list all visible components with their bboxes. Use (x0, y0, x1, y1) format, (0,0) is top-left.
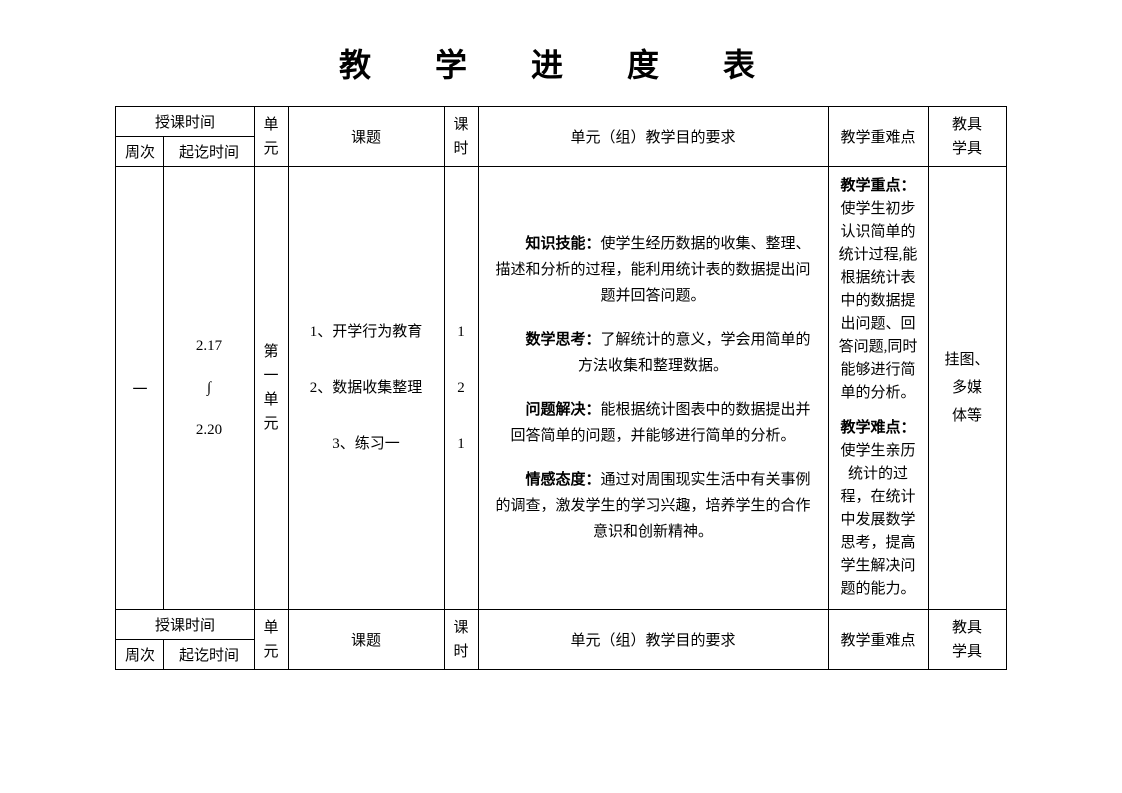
cell-hours: 1 2 1 (444, 167, 478, 610)
col-unit-label: 单元 (256, 113, 287, 161)
col-time-span: 授课时间 (116, 610, 254, 640)
page-title: 教 学 进 度 表 (0, 40, 1122, 86)
col-period: 起讫时间 (164, 137, 254, 167)
col-period: 起讫时间 (164, 640, 254, 670)
col-unit: 单元 (254, 107, 288, 167)
cell-week: 一 (116, 167, 164, 610)
hours-value: 2 (451, 360, 472, 416)
period-end: 2.20 (170, 415, 247, 445)
topic-name: 开学行为教育 (332, 324, 422, 340)
topic-item: 1、开学行为教育 (297, 304, 436, 360)
topic-idx: 1 (310, 324, 318, 340)
topic-name: 数据收集整理 (332, 380, 422, 396)
topic-idx: 2 (310, 380, 318, 396)
cell-difficulty: 教学重点： 使学生初步认识简单的统计过程,能根据统计表中的数据提出问题、回答问题,… (828, 167, 928, 610)
cell-topics: 1、开学行为教育 2、数据收集整理 3、练习一 (288, 167, 444, 610)
topic-name: 练习一 (355, 436, 400, 452)
period-start: 2.17 (170, 331, 247, 361)
goal-label: 问题解决： (525, 402, 600, 418)
col-week: 周次 (116, 137, 164, 167)
col-hours: 课时 (444, 107, 478, 167)
col-topic: 课题 (288, 107, 444, 167)
diff-label: 教学重点： (835, 175, 922, 198)
cell-unit: 第一单元 (254, 167, 288, 610)
col-week: 周次 (116, 640, 164, 670)
col-goals: 单元（组）教学目的要求 (478, 107, 828, 167)
table-header-row: 授课时间 单元 课题 课时 单元（组）教学目的要求 教学重难点 教具学具 (116, 610, 1006, 640)
col-unit: 单元 (254, 610, 288, 670)
col-difficulty: 教学重难点 (828, 610, 928, 670)
col-difficulty: 教学重难点 (828, 107, 928, 167)
col-unit-label: 单元 (256, 616, 287, 664)
goal-body: 了解统计的意义，学会用简单的方法收集和整理数据。 (578, 332, 811, 374)
col-hours-label: 课时 (446, 113, 477, 161)
topic-item: 2、数据收集整理 (297, 360, 436, 416)
hours-value: 1 (451, 416, 472, 472)
goal-label: 情感态度： (525, 472, 600, 488)
col-tools-label: 教具学具 (930, 113, 1005, 161)
col-topic: 课题 (288, 610, 444, 670)
goal-label: 知识技能： (525, 236, 600, 252)
col-tools: 教具学具 (928, 107, 1006, 167)
col-tools-label: 教具学具 (930, 616, 1005, 664)
goal-label: 数学思考： (525, 332, 600, 348)
hours-value: 1 (451, 304, 472, 360)
cell-goals: 知识技能：使学生经历数据的收集、整理、描述和分析的过程，能利用统计表的数据提出问… (478, 167, 828, 610)
topic-idx: 3 (332, 436, 340, 452)
cell-tools: 挂图、多媒体等 (928, 167, 1006, 610)
diff-body: 使学生初步认识简单的统计过程,能根据统计表中的数据提出问题、回答问题,同时能够进… (839, 201, 918, 401)
diff-body: 使学生亲历统计的过程，在统计中发展数学思考，提高学生解决问题的能力。 (840, 443, 915, 597)
period-connector: ∫ (170, 373, 247, 403)
table-header-row: 授课时间 单元 课题 课时 单元（组）教学目的要求 教学重难点 教具学具 (116, 107, 1006, 137)
col-hours: 课时 (444, 610, 478, 670)
diff-label: 教学难点： (835, 417, 922, 440)
cell-period: 2.17 ∫ 2.20 (164, 167, 254, 610)
progress-table: 授课时间 单元 课题 课时 单元（组）教学目的要求 教学重难点 教具学具 周次 … (115, 106, 1006, 670)
topic-item: 3、练习一 (297, 416, 436, 472)
col-hours-label: 课时 (446, 616, 477, 664)
col-time-span: 授课时间 (116, 107, 254, 137)
table-row: 一 2.17 ∫ 2.20 第一单元 1、开学行为教育 2、数据收集整理 3、练… (116, 167, 1006, 610)
col-goals: 单元（组）教学目的要求 (478, 610, 828, 670)
col-tools: 教具学具 (928, 610, 1006, 670)
